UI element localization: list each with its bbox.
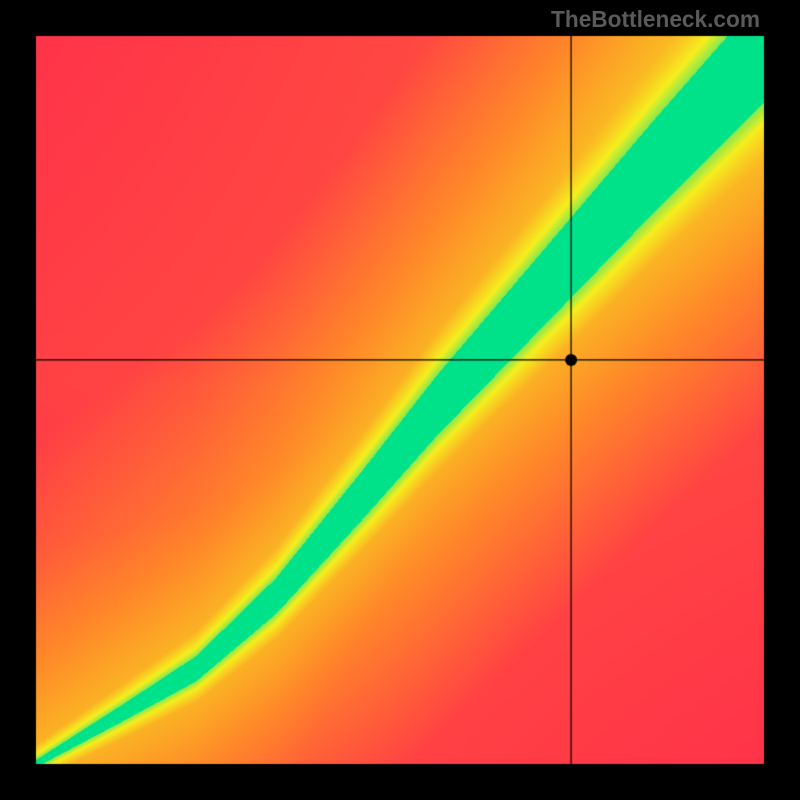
chart-container: TheBottleneck.com bbox=[0, 0, 800, 800]
bottleneck-heatmap-canvas bbox=[0, 0, 800, 800]
